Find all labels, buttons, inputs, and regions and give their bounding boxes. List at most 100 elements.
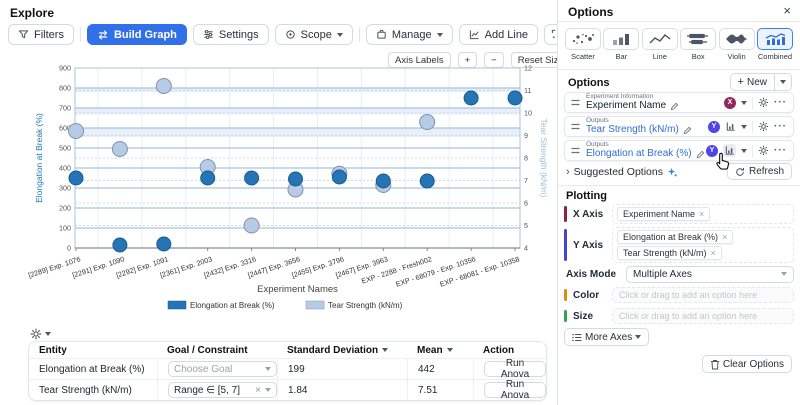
gear-icon: [30, 328, 42, 340]
svg-text:300: 300: [59, 184, 71, 193]
violin-icon: [724, 32, 750, 46]
edit-pencil-icon[interactable]: [670, 102, 679, 111]
y-axis-row: Y Axis Elongation at Break (%)× Tear Str…: [564, 227, 794, 263]
settings-label: Settings: [219, 29, 259, 41]
size-dropzone[interactable]: Click or drag to add an option here: [612, 308, 794, 324]
manage-label: Manage: [392, 29, 432, 41]
header-action: Action: [473, 342, 546, 358]
clear-options-button[interactable]: Clear Options: [702, 355, 792, 373]
y-axis-label: Y Axis: [573, 240, 603, 251]
settings-button[interactable]: Settings: [193, 24, 269, 45]
options-panel: Options × Scatter Bar Line Box Viol: [557, 0, 800, 405]
svg-text:400: 400: [59, 164, 71, 173]
remove-chip-icon[interactable]: ×: [722, 232, 727, 242]
drag-handle-icon[interactable]: [571, 99, 580, 106]
drag-handle-icon[interactable]: [571, 147, 580, 154]
color-row: Color Click or drag to add an option her…: [564, 287, 794, 303]
chevron-down-icon[interactable]: [741, 125, 747, 129]
x-axis-label: X Axis: [573, 209, 603, 220]
header-mean[interactable]: Mean: [407, 342, 473, 358]
divider: [752, 97, 753, 109]
manage-button[interactable]: Manage: [366, 24, 453, 45]
more-options-icon[interactable]: ···: [774, 97, 787, 108]
chart-type-combined[interactable]: Combined: [757, 28, 793, 61]
chevron-down-icon: [45, 332, 51, 336]
chart-type-selector: Scatter Bar Line Box Violin Combined: [565, 28, 793, 61]
goal-select[interactable]: Range ∈ [5, 7] ×: [168, 382, 277, 398]
build-graph-button[interactable]: Build Graph: [87, 24, 187, 45]
remove-chip-icon[interactable]: ×: [711, 248, 716, 258]
header-std-dev[interactable]: Standard Deviation: [277, 342, 407, 358]
table-settings-button[interactable]: [30, 328, 51, 340]
add-line-button[interactable]: Add Line: [459, 24, 538, 45]
new-option-dropdown[interactable]: [775, 73, 792, 91]
more-options-icon[interactable]: ···: [774, 121, 787, 132]
run-anova-button[interactable]: Run Anova: [484, 361, 546, 377]
axes-icon[interactable]: [724, 145, 735, 156]
gear-icon[interactable]: [758, 145, 769, 156]
svg-text:Experiment Names: Experiment Names: [257, 284, 338, 295]
option-name: Experiment Name: [586, 101, 666, 111]
scatter-chart[interactable]: 0100200300400500600700800900456789101112…: [20, 48, 548, 318]
remove-chip-icon[interactable]: ×: [699, 209, 704, 219]
scope-button[interactable]: Scope: [275, 24, 353, 45]
option-card-experiment-name[interactable]: Experiment Information Experiment Name X…: [564, 92, 794, 113]
more-options-icon[interactable]: ···: [774, 145, 787, 156]
run-anova-button[interactable]: Run Anova: [484, 382, 546, 398]
new-option-button[interactable]: +New: [730, 73, 775, 91]
option-card-elongation[interactable]: Outputs Elongation at Break (%) Y ···: [564, 140, 794, 161]
close-icon[interactable]: ×: [783, 3, 791, 18]
y-axis-color-bar: [564, 229, 567, 261]
combined-icon: [762, 32, 788, 46]
chart-type-scatter[interactable]: Scatter: [565, 28, 601, 61]
scope-icon: [285, 29, 296, 40]
app-root: Explore Filters Build Graph Settings Sco…: [0, 0, 800, 405]
std-dev-cell: 199: [277, 359, 407, 379]
divider: [558, 69, 800, 70]
axis-mode-row: Axis Mode Multiple Axes: [564, 265, 794, 283]
goal-select[interactable]: Choose Goal: [168, 361, 277, 377]
y-axis-badge[interactable]: Y: [708, 121, 720, 133]
option-card-tear-strength[interactable]: Outputs Tear Strength (kN/m) Y ···: [564, 116, 794, 137]
axis-mode-select[interactable]: Multiple Axes: [626, 266, 794, 283]
chart-type-line[interactable]: Line: [642, 28, 678, 61]
clear-icon[interactable]: ×: [255, 385, 261, 396]
edit-pencil-icon[interactable]: [696, 150, 705, 159]
edit-pencil-icon[interactable]: [683, 126, 692, 135]
header-goal: Goal / Constraint: [157, 342, 277, 358]
refresh-button[interactable]: Refresh: [727, 163, 792, 180]
gear-icon[interactable]: [758, 97, 769, 108]
chart-type-bar[interactable]: Bar: [603, 28, 639, 61]
svg-text:200: 200: [59, 204, 71, 213]
y-axis-badge[interactable]: Y: [706, 145, 718, 157]
options-header: Options ×: [558, 0, 800, 22]
chart-type-violin[interactable]: Violin: [719, 28, 755, 61]
axes-icon[interactable]: [725, 121, 736, 132]
table-header-row: Entity Goal / Constraint Standard Deviat…: [29, 342, 546, 358]
chevron-down-icon: [265, 367, 271, 371]
explore-toolbar: Filters Build Graph Settings Scope Manag…: [8, 24, 618, 45]
svg-text:Tear Strength (kN/m): Tear Strength (kN/m): [328, 301, 403, 310]
chevron-down-icon[interactable]: [741, 101, 747, 105]
chart-type-box[interactable]: Box: [680, 28, 716, 61]
color-dropzone[interactable]: Click or drag to add an option here: [612, 287, 794, 303]
drag-handle-icon[interactable]: [571, 123, 580, 130]
y-axis-dropzone[interactable]: Elongation at Break (%)× Tear Strength (…: [612, 227, 794, 263]
svg-text:Elongation at Break (%): Elongation at Break (%): [190, 301, 275, 310]
filters-button[interactable]: Filters: [8, 24, 74, 45]
axis-chip[interactable]: Tear Strength (kN/m)×: [617, 246, 722, 260]
sliders-icon: [203, 29, 214, 40]
toolbar-separator: [80, 27, 81, 42]
axis-chip[interactable]: Elongation at Break (%)×: [617, 230, 733, 244]
more-axes-button[interactable]: More Axes: [564, 328, 649, 346]
manage-box-icon: [376, 29, 387, 40]
chevron-down-icon: [780, 80, 786, 84]
chevron-down-icon[interactable]: [741, 149, 747, 153]
line-icon: [647, 32, 673, 46]
x-axis-dropzone[interactable]: Experiment Name×: [612, 204, 794, 224]
gear-icon[interactable]: [758, 121, 769, 132]
x-axis-badge[interactable]: X: [724, 97, 736, 109]
scatter-icon: [570, 32, 596, 46]
suggested-options-toggle[interactable]: › Suggested Options: [566, 166, 678, 178]
axis-chip[interactable]: Experiment Name×: [617, 207, 710, 221]
